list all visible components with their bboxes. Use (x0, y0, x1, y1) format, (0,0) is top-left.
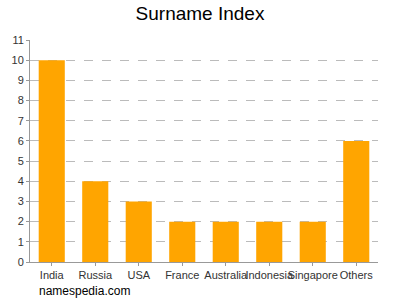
svg-text:Russia: Russia (78, 269, 113, 281)
svg-text:1: 1 (18, 236, 24, 248)
svg-text:11: 11 (12, 34, 23, 46)
svg-text:Australia: Australia (204, 269, 248, 281)
svg-text:0: 0 (18, 256, 24, 268)
svg-text:namespedia.com: namespedia.com (39, 284, 130, 298)
svg-text:8: 8 (18, 94, 24, 106)
svg-text:Singapore: Singapore (288, 269, 338, 281)
svg-text:4: 4 (18, 175, 24, 187)
svg-text:10: 10 (12, 54, 24, 66)
svg-text:6: 6 (18, 135, 24, 147)
svg-text:9: 9 (18, 74, 24, 86)
svg-text:7: 7 (18, 115, 24, 127)
svg-text:Surname Index: Surname Index (136, 3, 265, 24)
svg-text:Others: Others (340, 269, 374, 281)
svg-text:2: 2 (18, 215, 24, 227)
svg-text:5: 5 (18, 155, 24, 167)
svg-text:France: France (165, 269, 199, 281)
svg-text:India: India (40, 269, 65, 281)
svg-text:3: 3 (18, 195, 24, 207)
svg-text:Indonesia: Indonesia (245, 269, 294, 281)
svg-text:USA: USA (127, 269, 150, 281)
